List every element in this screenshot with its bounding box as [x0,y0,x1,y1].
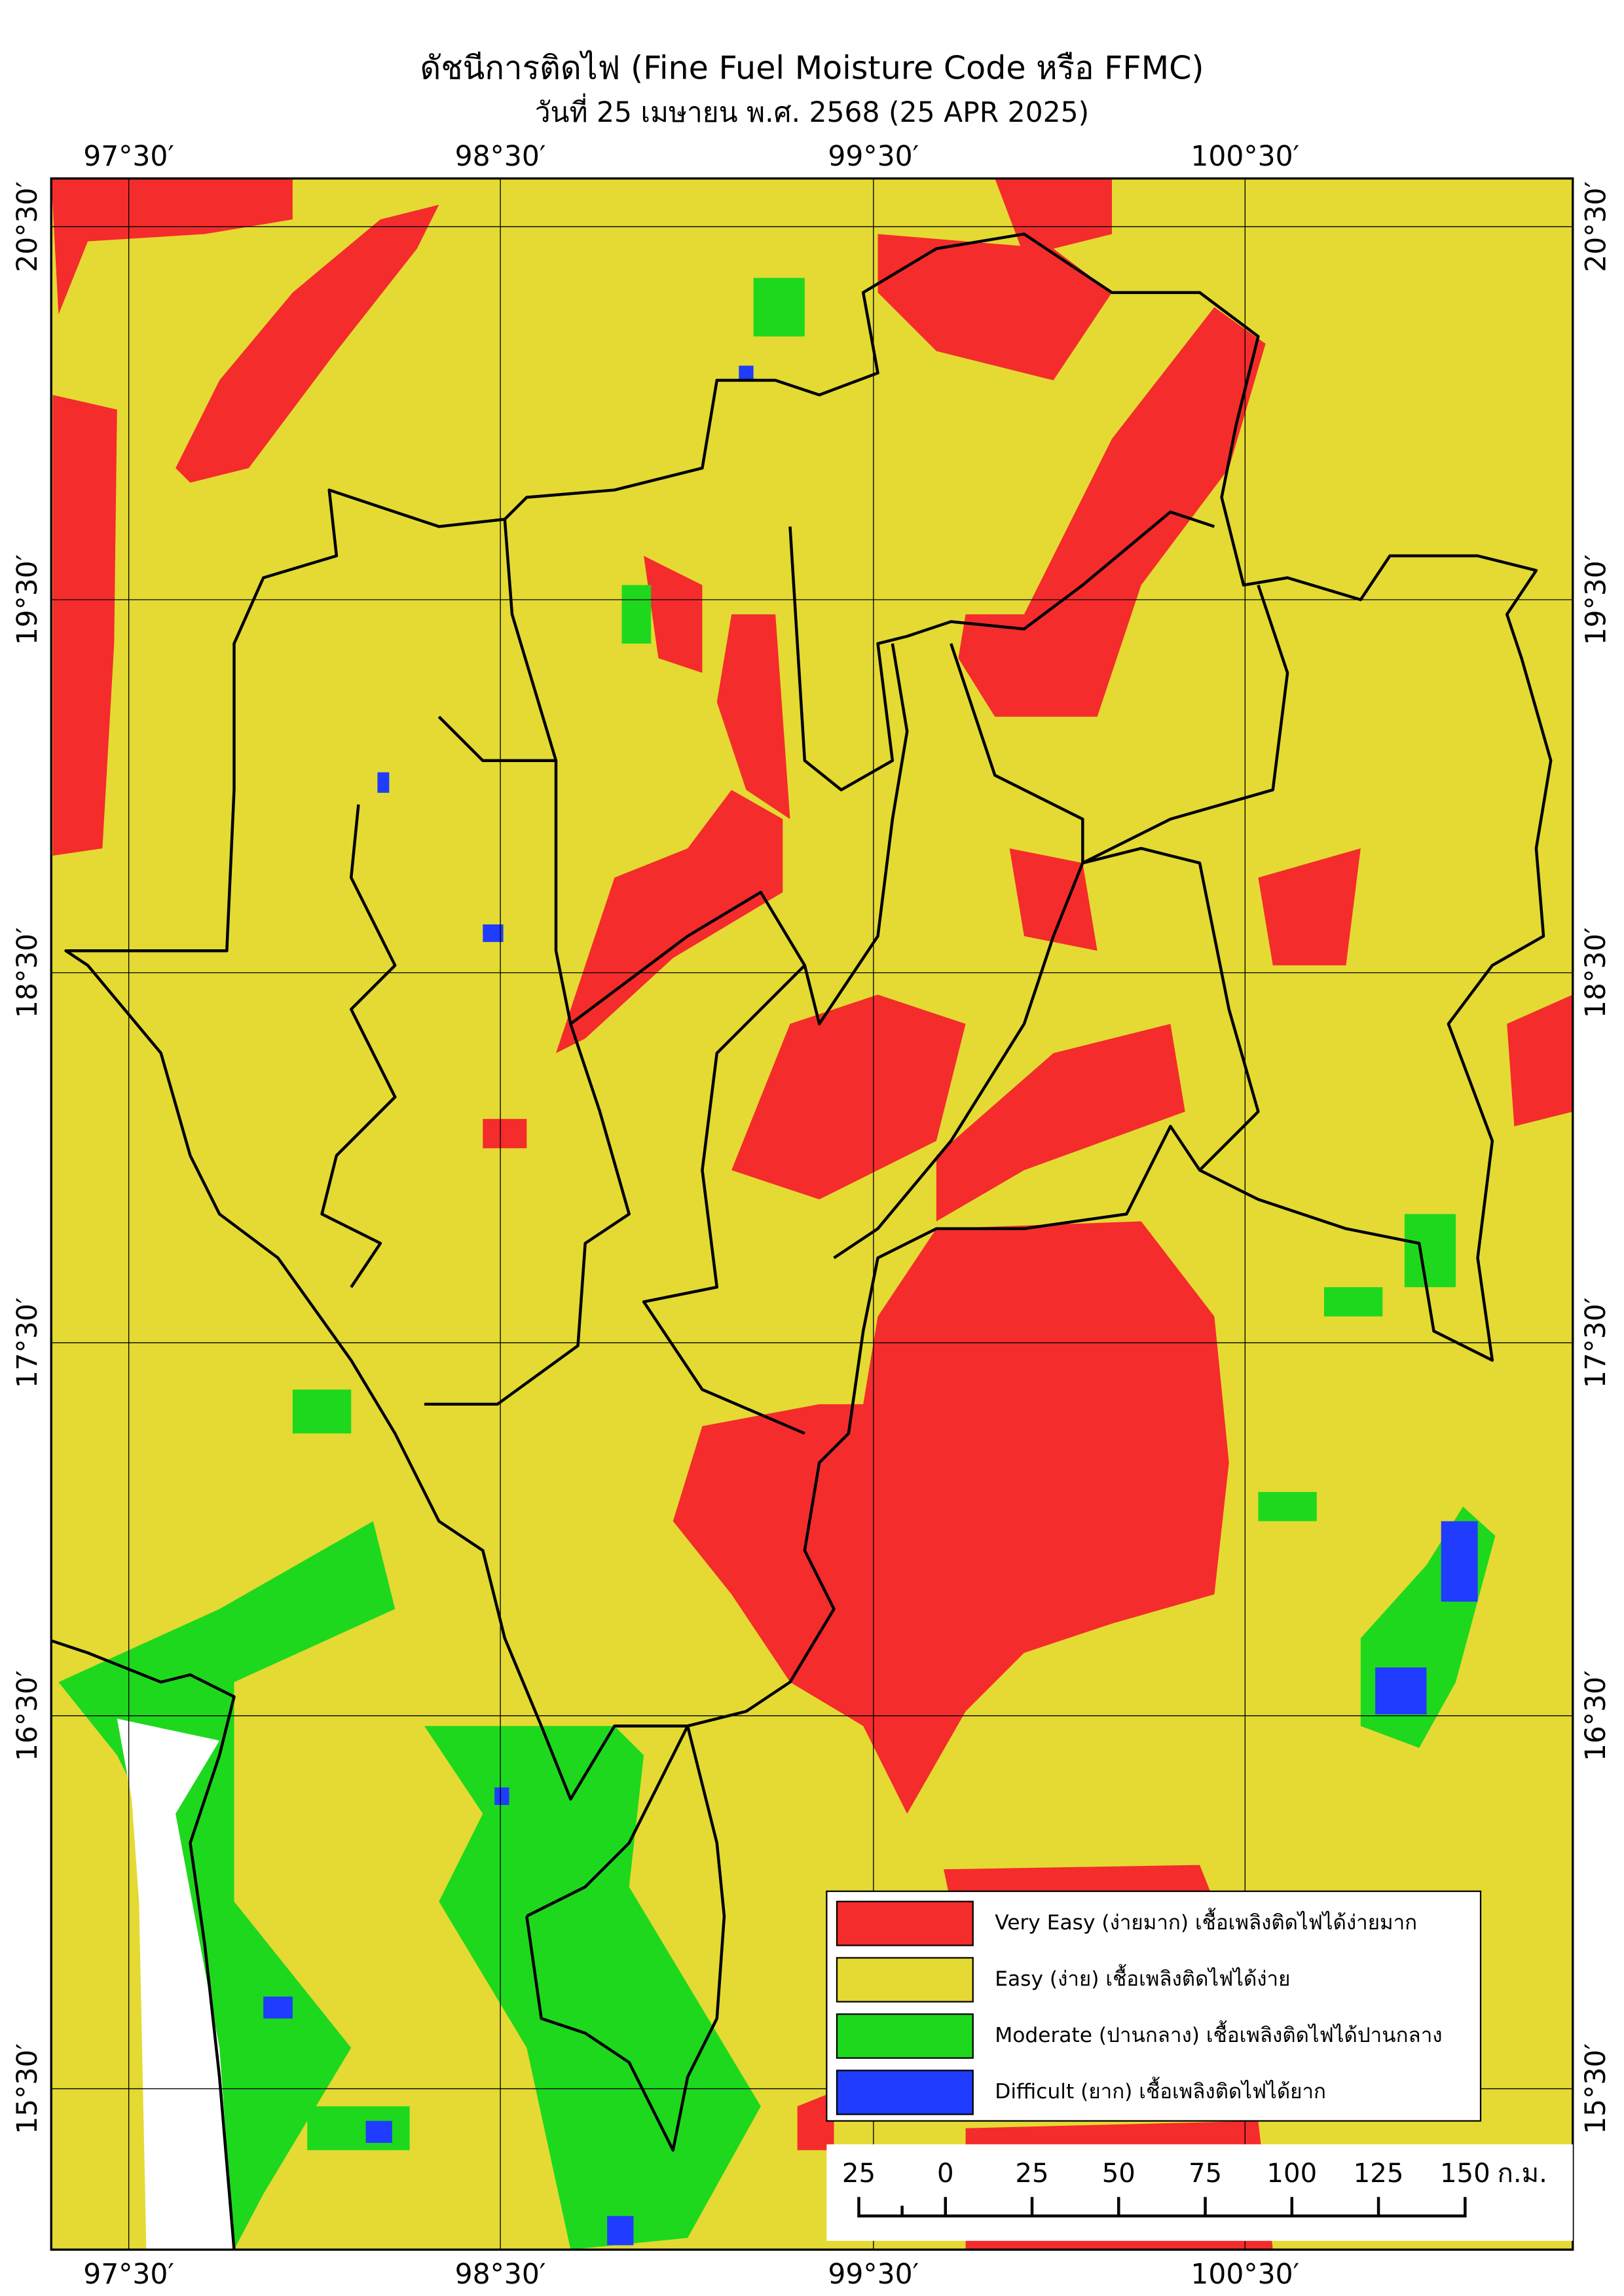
difficult-areas [263,365,1478,2246]
latitude-label: 15°30′ [1580,2043,1612,2134]
longitude-label: 99°30′ [828,2259,919,2291]
latitude-label: 16°30′ [12,1670,44,1761]
longitude-label: 97°30′ [83,2259,174,2291]
longitude-label: 97°30′ [83,141,174,173]
legend-label: Very Easy (ง่ายมาก) เชื้อเพลิงติดไฟได้ง่… [995,1907,1417,1935]
scale-unit: ก.ม. [1497,2159,1547,2189]
province-borders [51,232,1553,2250]
scale-label: 150 [1440,2159,1490,2189]
scale-label: 0 [937,2159,954,2189]
scale-label: 50 [1102,2159,1135,2189]
map-area [51,178,1573,2250]
longitude-label: 100°30′ [1190,141,1299,173]
latitude-label: 17°30′ [12,1298,44,1389]
latitude-label: 17°30′ [1580,1298,1612,1389]
latitude-label: 20°30′ [12,181,44,272]
scale-label: 125 [1354,2159,1404,2189]
latitude-label: 15°30′ [12,2043,44,2134]
longitude-label: 98°30′ [455,2259,546,2291]
scale-label: 75 [1189,2159,1222,2189]
longitude-label: 99°30′ [828,141,919,173]
latitude-label: 19°30′ [1580,555,1612,646]
scale-label: 100 [1266,2159,1317,2189]
legend-label: Easy (ง่าย) เชื้อเพลิงติดไฟได้ง่าย [995,1963,1290,1991]
scale-box [826,2144,1573,2241]
legend-swatch [836,1957,974,2003]
scale-label: 25 [842,2159,876,2189]
sea [117,1719,234,2250]
longitude-label: 100°30′ [1190,2259,1299,2291]
map-frame [50,177,1574,2251]
scale-bar: 25 0 25 50 75 100 125 150 ก.ม. [826,2144,1573,2241]
legend-label: Difficult (ยาก) เชื้อเพลิงติดไฟได้ยาก [995,2076,1326,2104]
longitude-label: 98°30′ [455,141,546,173]
latitude-label: 19°30′ [12,555,44,646]
latitude-label: 18°30′ [1580,927,1612,1018]
legend: Very Easy (ง่ายมาก) เชื้อเพลิงติดไฟได้ง่… [826,1890,1482,2122]
latitude-label: 18°30′ [12,927,44,1018]
latitude-label: 16°30′ [1580,1670,1612,1761]
map-title: ดัชนีการติดไฟ (Fine Fuel Moisture Code ห… [420,49,1204,87]
legend-swatch [836,1901,974,1946]
scale-label: 25 [1015,2159,1048,2189]
legend-label: Moderate (ปานกลาง) เชื้อเพลิงติดไฟได้ปาน… [995,2020,1442,2047]
legend-swatch [836,2013,974,2059]
legend-swatch [836,2069,974,2115]
map-subtitle: วันที่ 25 เมษายน พ.ศ. 2568 (25 APR 2025) [535,93,1090,129]
latitude-label: 20°30′ [1580,181,1612,272]
